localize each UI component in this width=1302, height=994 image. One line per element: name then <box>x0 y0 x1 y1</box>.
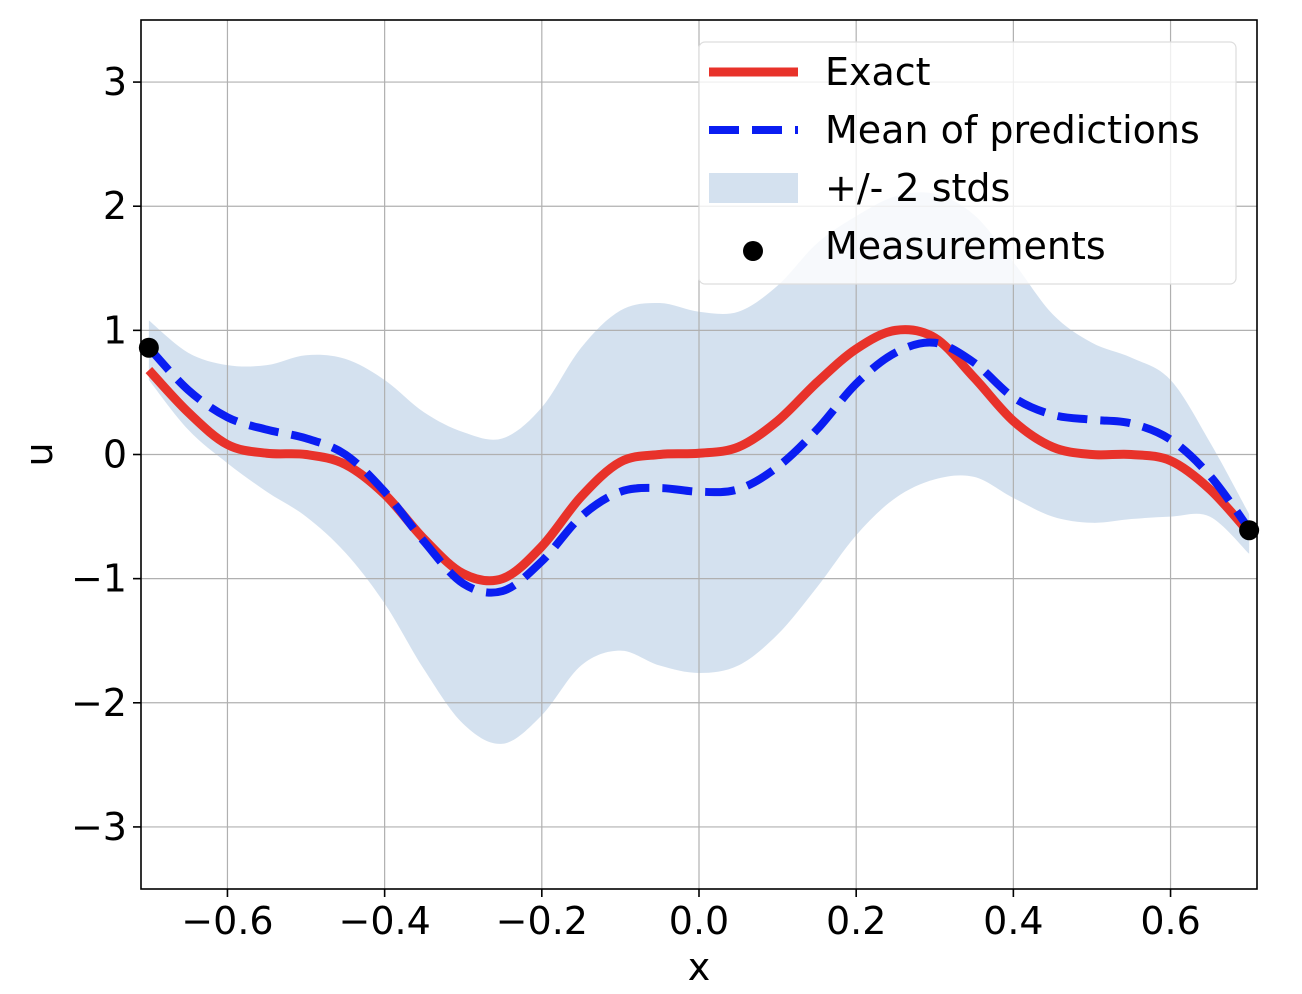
legend-swatch-measurements <box>743 241 763 261</box>
y-axis-label: u <box>17 442 61 466</box>
measurement-point <box>138 337 159 358</box>
y-tick-label: 0 <box>103 433 127 477</box>
x-tick-label: 0.0 <box>669 899 729 943</box>
legend-label-exact: Exact <box>825 50 931 94</box>
tick-layer: −0.6 −0.4 −0.2 0.0 0.2 0.4 0.6 −3 −2 −1 0 1 2 3 <box>71 60 1201 943</box>
y-tick-label: 3 <box>103 60 127 104</box>
line-layer <box>145 325 1253 597</box>
legend-label-measurements: Measurements <box>825 224 1106 268</box>
legend: Exact Mean of predictions +/- 2 stds Measur… <box>698 41 1237 285</box>
y-tick-label: −1 <box>71 557 127 601</box>
point-layer <box>138 337 1260 541</box>
x-tick-label: 0.4 <box>983 899 1043 943</box>
y-tick-label: −2 <box>71 681 127 725</box>
x-tick-label: 0.2 <box>826 899 886 943</box>
series-line-mean-of-predictions <box>145 338 1253 597</box>
y-tick-label: 2 <box>103 184 127 228</box>
measurement-point <box>1239 520 1260 541</box>
legend-box <box>698 41 1237 285</box>
x-tick-label: −0.6 <box>181 899 273 943</box>
x-tick-label: 0.6 <box>1140 899 1200 943</box>
series-line-exact <box>145 325 1253 586</box>
x-axis-label: x <box>688 945 711 989</box>
y-tick-label: −3 <box>71 805 127 849</box>
legend-label-2-stds: +/- 2 stds <box>825 166 1010 210</box>
legend-label-mean-of-predictions: Mean of predictions <box>825 108 1200 152</box>
x-tick-label: −0.2 <box>496 899 588 943</box>
x-tick-label: −0.4 <box>338 899 430 943</box>
y-tick-label: 1 <box>103 308 127 352</box>
legend-swatch-2-stds <box>709 173 798 203</box>
